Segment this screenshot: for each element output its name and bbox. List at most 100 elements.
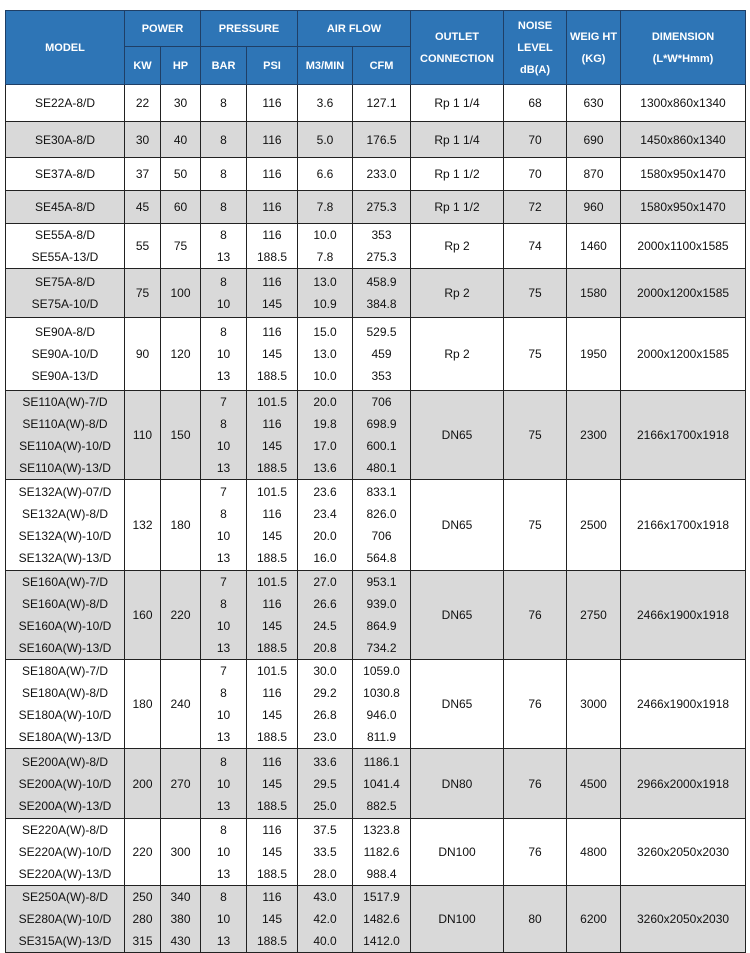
m3min-value: 23.0 <box>313 730 337 744</box>
bar-value: 8 <box>220 417 227 431</box>
table-row: SE132A(W)-07/D SE132A(W)-8/D SE132A(W)-10/… <box>5 479 747 571</box>
m3min-value: 26.6 <box>313 597 337 611</box>
model-value: SE220A(W)-13/D <box>18 867 112 881</box>
cell-weight: 3000 <box>566 659 622 749</box>
cfm-value: 946.0 <box>366 708 397 722</box>
cfm-value: 864.9 <box>366 619 397 633</box>
cell-hp: 50 <box>160 157 201 191</box>
cfm-value: 529.5 <box>366 325 397 339</box>
cell-noise: 75 <box>503 479 568 571</box>
psi-value: 116 <box>262 228 282 242</box>
psi-value: 145 <box>261 776 283 791</box>
bar-value: 8 <box>220 200 227 214</box>
cell-cfm: 353 275.3 <box>351 223 412 269</box>
cell-bar: 7 8 10 13 <box>200 390 247 480</box>
cell-bar: 8 13 <box>200 223 247 269</box>
m3min-value: 42.0 <box>313 912 337 926</box>
cfm-value: 833.1 <box>366 485 397 499</box>
cell-kw: 110 <box>124 390 161 480</box>
model-value: SE75A-8/D <box>34 275 96 289</box>
model-value: SE132A(W)-8/D <box>21 507 109 521</box>
m3min-value: 13.6 <box>313 461 337 475</box>
cfm-value: 1059.0 <box>363 664 400 678</box>
psi-value: 145 <box>261 708 283 722</box>
bar-value: 8 <box>220 597 227 611</box>
cell-outlet: Rp 2 <box>410 268 505 318</box>
cell-dimension: 2466x1900x1918 <box>620 570 747 660</box>
cell-bar: 7 8 10 13 <box>200 479 247 571</box>
cfm-value: 600.1 <box>366 439 397 453</box>
hp-value: 300 <box>170 845 191 859</box>
cell-outlet: DN65 <box>410 390 505 480</box>
kw-value: 250 <box>132 890 153 904</box>
cell-cfm: 1517.9 1482.6 1412.0 <box>351 885 412 953</box>
m3min-value: 25.0 <box>313 798 337 813</box>
bar-value: 13 <box>216 369 231 383</box>
model-value: SE90A-10/D <box>31 347 99 361</box>
hp-value: 150 <box>170 428 191 442</box>
cell-kw: 200 <box>124 748 161 819</box>
model-value: SE220A(W)-8/D <box>21 823 109 837</box>
hp-value: 50 <box>173 167 188 181</box>
bar-value: 8 <box>220 890 227 904</box>
model-value: SE180A(W)-7/D <box>21 664 109 678</box>
cell-dimension: 2466x1900x1918 <box>620 659 747 749</box>
psi-value: 145 <box>261 297 283 311</box>
table-row: SE220A(W)-8/D SE220A(W)-10/D SE220A(W)-13/… <box>5 818 747 886</box>
cell-hp: 60 <box>160 190 201 224</box>
psi-value: 145 <box>261 347 283 361</box>
cell-hp: 240 <box>160 659 201 749</box>
m3min-value: 23.6 <box>313 485 337 499</box>
model-value: SE37A-8/D <box>34 167 96 181</box>
cfm-value: 275.3 <box>366 200 397 214</box>
cell-noise: 75 <box>503 317 568 391</box>
m3min-value: 20.8 <box>313 641 337 655</box>
hp-value: 180 <box>170 518 191 532</box>
psi-value: 116 <box>262 200 282 214</box>
m3min-value: 19.8 <box>313 417 337 431</box>
cell-bar: 8 10 13 <box>200 748 247 819</box>
psi-value: 145 <box>261 912 283 926</box>
cell-psi: 116 145 188.5 <box>246 748 298 819</box>
m3min-value: 13.0 <box>313 275 337 289</box>
bar-value: 13 <box>216 798 231 813</box>
cell-model: SE37A-8/D <box>5 157 125 191</box>
cfm-value: 176.5 <box>366 132 397 147</box>
m3min-value: 29.2 <box>313 686 337 700</box>
header-dimension: DIMENSION (L*W*Hmm) <box>620 10 747 85</box>
cell-model: SE132A(W)-07/D SE132A(W)-8/D SE132A(W)-10/… <box>5 479 125 571</box>
cell-noise: 76 <box>503 818 568 886</box>
bar-value: 10 <box>216 347 231 361</box>
cfm-value: 826.0 <box>366 507 397 521</box>
cell-noise: 74 <box>503 223 568 269</box>
m3min-value: 24.5 <box>313 619 337 633</box>
hp-value: 380 <box>170 912 191 926</box>
kw-value: 220 <box>132 845 153 859</box>
cfm-value: 480.1 <box>366 461 397 475</box>
cell-dimension: 2000x1100x1585 <box>620 223 747 269</box>
model-value: SE220A(W)-10/D <box>18 845 112 859</box>
cell-kw: 160 <box>124 570 161 660</box>
model-value: SE160A(W)-8/D <box>21 597 109 611</box>
psi-value: 188.5 <box>256 369 288 383</box>
psi-value: 188.5 <box>256 250 288 264</box>
cell-cfm: 1186.1 1041.4 882.5 <box>351 748 412 819</box>
kw-value: 280 <box>132 912 153 926</box>
bar-value: 7 <box>220 485 227 499</box>
cell-m3min: 30.0 29.2 26.8 23.0 <box>297 659 353 749</box>
m3min-value: 28.0 <box>313 867 337 881</box>
cell-cfm: 127.1 <box>351 84 412 122</box>
cell-kw: 180 <box>124 659 161 749</box>
table-row: SE160A(W)-7/D SE160A(W)-8/D SE160A(W)-10/D… <box>5 570 747 660</box>
cell-m3min: 3.6 <box>297 84 353 122</box>
model-value: SE200A(W)-10/D <box>18 776 112 791</box>
psi-value: 116 <box>262 167 282 181</box>
cell-model: SE180A(W)-7/D SE180A(W)-8/D SE180A(W)-10/D… <box>5 659 125 749</box>
cell-weight: 960 <box>566 190 622 224</box>
cell-model: SE22A-8/D <box>5 84 125 122</box>
cell-cfm: 275.3 <box>351 190 412 224</box>
cell-dimension: 2966x2000x1918 <box>620 748 747 819</box>
model-value: SE280A(W)-10/D <box>18 912 112 926</box>
psi-value: 116 <box>262 754 282 769</box>
model-value: SE160A(W)-10/D <box>18 619 112 633</box>
